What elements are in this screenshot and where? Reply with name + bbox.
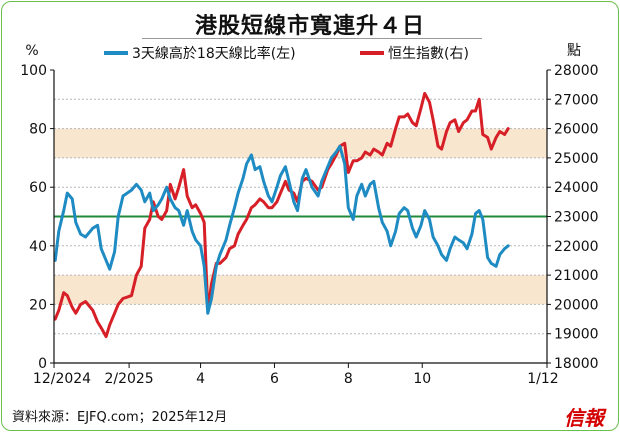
x-tick-label: 12/2024	[33, 371, 91, 387]
title-underline	[142, 38, 482, 39]
publisher-logo: 信報	[564, 406, 604, 430]
series-line-breadth	[53, 144, 510, 315]
chart-title: 港股短線市寬連升４日	[194, 14, 425, 39]
shaded-bands	[54, 128, 547, 305]
x-tick-label: 1/12	[527, 371, 558, 387]
right-tick-label: 25000	[554, 151, 599, 167]
shaded-band-1	[54, 128, 547, 158]
left-axis-ticks: 0 20 40 60 80 100	[20, 63, 54, 372]
right-tick-label: 18000	[554, 356, 599, 372]
right-tick-label: 24000	[554, 180, 599, 196]
chart-canvas: 0 20 40 60 80 100 18000 19000 20000 21000 22000 23…	[20, 43, 599, 387]
series-lines	[53, 91, 510, 339]
x-tick-label: 6	[270, 371, 279, 387]
left-tick-label: 100	[20, 63, 47, 79]
x-tick-label: 2/2025	[104, 371, 153, 387]
right-tick-label: 26000	[554, 122, 599, 138]
left-tick-label: 60	[29, 180, 47, 196]
left-axis-unit: %	[25, 43, 38, 59]
right-tick-label: 28000	[554, 63, 599, 79]
right-tick-label: 22000	[554, 239, 599, 255]
source-note: 資料來源：EJFQ.com；2025年12月	[12, 410, 228, 425]
x-axis-ticks: 12/2024 2/2025 4 6 8 10 1/12	[33, 363, 559, 387]
series-line-hsi	[53, 91, 510, 339]
legend-label-breadth: 3天線高於18天線比率(左)	[132, 45, 296, 62]
left-tick-label: 40	[29, 239, 47, 255]
right-axis-ticks: 18000 19000 20000 21000 22000 23000 24000 25000…	[547, 63, 599, 372]
shaded-band-0	[54, 275, 547, 305]
right-tick-label: 21000	[554, 268, 599, 284]
x-tick-label: 10	[413, 371, 431, 387]
right-axis-unit: 點	[567, 43, 581, 59]
legend-label-hsi: 恒生指數(右)	[388, 46, 469, 62]
right-tick-label: 27000	[554, 92, 599, 108]
legend: 3天線高於18天線比率(左) 恒生指數(右)	[104, 45, 469, 62]
x-tick-label: 4	[196, 371, 205, 387]
left-tick-label: 80	[29, 122, 47, 138]
left-tick-label: 20	[29, 297, 47, 313]
x-tick-label: 8	[344, 371, 353, 387]
right-tick-label: 23000	[554, 210, 599, 226]
left-tick-label: 0	[38, 356, 47, 372]
right-tick-label: 19000	[554, 327, 599, 343]
right-tick-label: 20000	[554, 297, 599, 313]
